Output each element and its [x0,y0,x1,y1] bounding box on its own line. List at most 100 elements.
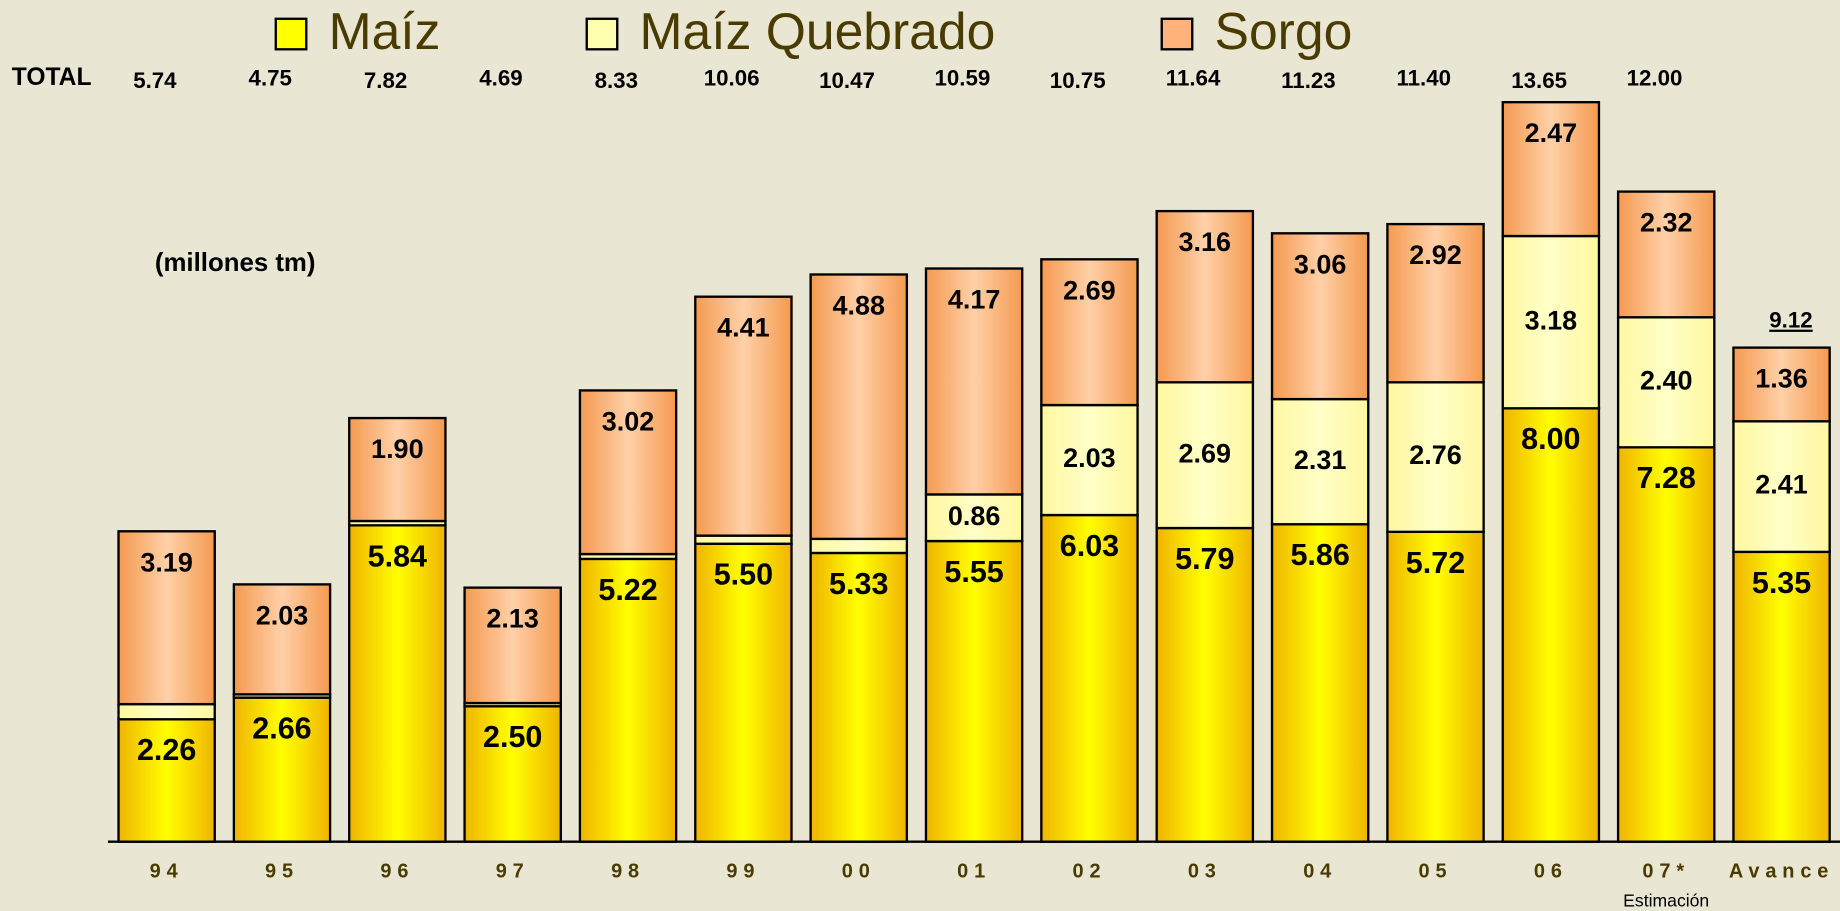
bar-segment [1616,446,1716,843]
bar-segment [809,273,909,541]
bar-segment [578,389,678,556]
total-label: 9.12 [1769,308,1812,333]
legend-swatch [585,17,619,51]
value-label: 3.18 [1525,305,1578,335]
value-label: 2.40 [1640,365,1693,395]
bar-segment [1155,209,1255,384]
total-label: 8.33 [595,68,638,93]
x-tick-label: 97 [496,861,530,883]
x-tick-label: 96 [380,861,414,883]
value-label: 0.86 [948,501,1001,531]
x-tick-label: 00 [842,861,876,883]
value-label: 3.19 [140,547,193,577]
bar-segment [924,267,1024,496]
value-label: 4.41 [717,313,770,343]
value-label: 8.00 [1521,422,1580,456]
x-tick-label: Avance [1729,861,1834,883]
bar-segment [1386,381,1485,534]
x-tick-label: 06 [1534,861,1568,883]
bar-segment [117,530,216,706]
value-label: 5.55 [944,555,1003,589]
value-label: 5.72 [1406,546,1465,580]
bar-segment [232,583,332,696]
value-label: 5.35 [1752,566,1811,600]
bar-segment [1501,234,1601,410]
legend-label: Sorgo [1215,2,1353,60]
value-label: 3.16 [1179,227,1232,257]
total-label: 5.74 [133,68,177,93]
total-label: 12.00 [1627,66,1683,91]
bar-segment [1501,407,1601,843]
value-label: 2.13 [486,604,539,634]
bar-segment [1040,258,1139,407]
bar-segment [1040,513,1139,843]
value-label: 5.33 [829,567,888,601]
value-label: 2.03 [256,600,309,630]
value-label: 5.79 [1175,542,1234,576]
value-label: 2.92 [1409,240,1462,270]
bar-segment [117,702,216,721]
legend-swatch [274,17,308,51]
value-label: 2.69 [1179,438,1232,468]
total-label: 10.75 [1050,68,1106,93]
value-label: 4.17 [948,285,1001,315]
value-label: 2.41 [1755,470,1808,500]
value-label: 2.26 [137,733,196,767]
x-tick-label: 03 [1188,861,1222,883]
bar-segment [463,705,562,843]
total-label: 4.69 [479,66,522,91]
x-tick-label: 99 [726,861,760,883]
value-label: 5.22 [598,573,657,607]
bar-segment [1732,550,1831,843]
bar-segment [1040,403,1139,517]
x-tick-label: 98 [611,861,645,883]
x-tick-label: 05 [1419,861,1453,883]
total-label: 10.59 [934,66,990,91]
bar-segment [924,539,1024,843]
bar-segment [1270,397,1370,526]
value-label: 5.50 [714,558,773,592]
bar-segment [1270,232,1370,401]
bar-segment [1386,222,1485,384]
x-tick-label: 07* [1642,861,1690,883]
value-label: 2.03 [1063,443,1116,473]
total-label: 10.06 [704,66,760,91]
value-label: 1.90 [371,434,424,464]
value-label: 2.50 [483,720,542,754]
x-tick-label: 04 [1303,861,1337,883]
value-label: 5.86 [1290,538,1349,572]
bar-segment [348,416,447,523]
x-tick-label: 95 [265,861,299,883]
bar-segment [809,551,909,843]
x-tick-label: 02 [1072,861,1106,883]
bar-segment [1732,346,1831,423]
bar-segment [809,537,909,555]
bar-segment [694,542,793,843]
value-label: 2.76 [1409,440,1462,470]
annotation: (millones tm) [155,249,316,277]
total-label: 11.40 [1396,66,1451,91]
x-tick-label: 94 [150,861,184,883]
value-label: 7.28 [1637,461,1696,495]
bar-segment [694,295,793,537]
value-label: 4.88 [832,290,885,320]
x-tick-label: 01 [957,861,991,883]
total-label: 13.65 [1511,68,1567,93]
total-label: 11.64 [1166,66,1221,91]
bar-segment [463,586,562,705]
bar-segment [232,696,332,843]
bar-segment [578,557,678,843]
bar-segment [1155,381,1255,530]
total-label: 10.47 [819,68,875,93]
total-label: 4.75 [249,66,292,91]
value-label: 2.66 [252,712,311,746]
bar-segment [117,718,216,843]
value-label: 1.36 [1755,364,1808,394]
bar-segment [1732,420,1831,554]
value-label: 6.03 [1060,529,1119,563]
value-label: 2.32 [1640,208,1693,238]
total-label: 7.82 [364,68,407,93]
legend-label: Maíz [329,2,441,60]
